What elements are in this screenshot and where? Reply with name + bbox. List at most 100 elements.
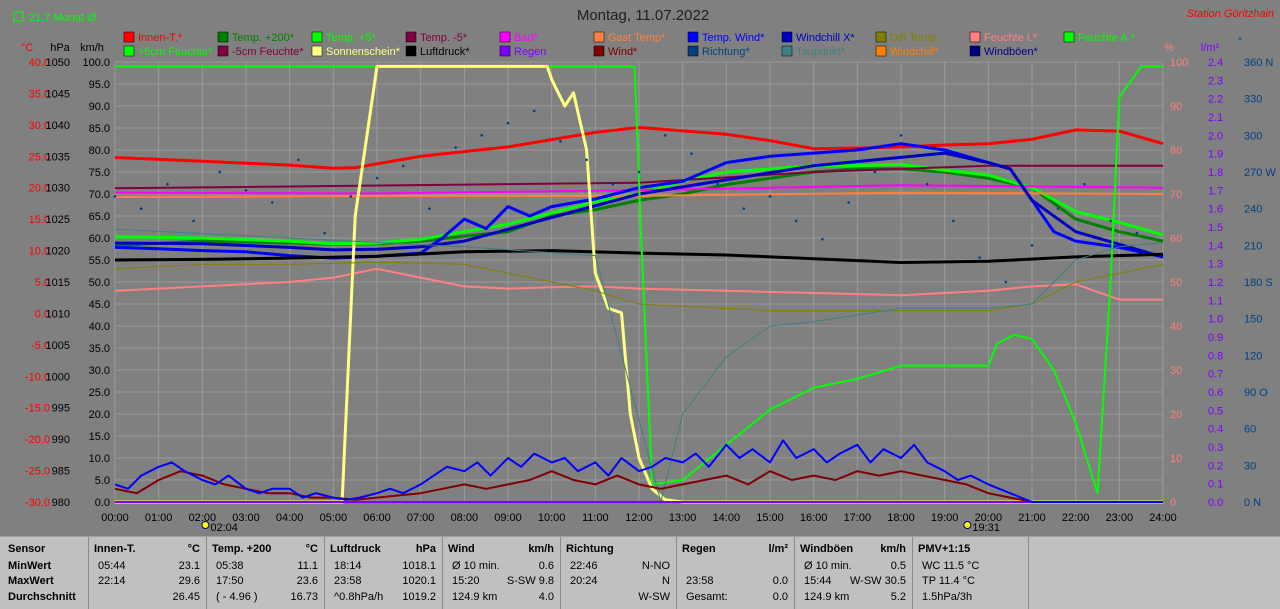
legend-label[interactable]: Regen xyxy=(514,46,546,58)
legend-label[interactable]: Feuchte A.* xyxy=(1078,32,1136,44)
legend-swatch[interactable] xyxy=(781,45,793,57)
legend-label[interactable]: +5cm Feuchte* xyxy=(138,46,213,58)
tick-temp: 25.0 xyxy=(29,151,50,163)
series-point xyxy=(978,256,981,259)
tick-wind: 90.0 xyxy=(89,101,110,113)
tick-wind: 55.0 xyxy=(89,255,110,267)
stats-cell-label: 23:58 xyxy=(686,575,714,587)
stats-row-label: Sensor xyxy=(8,543,46,555)
series-point xyxy=(244,189,248,192)
legend-label[interactable]: Windchill X* xyxy=(796,32,855,44)
legend-swatch[interactable] xyxy=(217,45,229,57)
series-point xyxy=(218,170,222,174)
legend-swatch[interactable] xyxy=(687,31,699,43)
monat-average-label: 21.7 Monat-Ø xyxy=(29,12,97,24)
tick-pressure: 980 xyxy=(52,497,70,509)
tick-rain: 2.4 xyxy=(1208,57,1223,69)
legend-label[interactable]: Windböen* xyxy=(984,46,1039,58)
tick-x: 10:00 xyxy=(538,512,566,524)
stats-row-label: MaxWert xyxy=(8,575,54,587)
legend-swatch[interactable] xyxy=(499,31,511,43)
tick-humidity: 0 xyxy=(1170,497,1176,509)
legend-label[interactable]: Taupunkt* xyxy=(796,46,846,58)
tick-direction: 300 xyxy=(1244,130,1262,142)
tick-direction: 90 O xyxy=(1244,387,1268,399)
monat-checkbox[interactable] xyxy=(13,11,24,22)
legend-label[interactable]: Luftdruck* xyxy=(420,46,470,58)
legend-label[interactable]: Temp. +5* xyxy=(326,32,377,44)
tick-direction: 240 xyxy=(1244,204,1262,216)
tick-rain: 0.8 xyxy=(1208,350,1223,362)
legend-label[interactable]: -5cm Feuchte* xyxy=(232,46,304,58)
legend-swatch[interactable] xyxy=(217,31,229,43)
legend-swatch[interactable] xyxy=(593,45,605,57)
legend-label[interactable]: Windchill* xyxy=(890,46,939,58)
stats-col-header: Richtung xyxy=(566,543,614,555)
tick-x: 15:00 xyxy=(756,512,784,524)
legend-label[interactable]: Temp. +200* xyxy=(232,32,295,44)
stats-cell-value: 23.6 xyxy=(296,575,318,587)
tick-wind: 65.0 xyxy=(89,211,110,223)
legend-swatch[interactable] xyxy=(405,45,417,57)
series-point xyxy=(899,134,903,137)
legend-label[interactable]: Innen-T.* xyxy=(138,32,183,44)
legend-swatch[interactable] xyxy=(593,31,605,43)
series-point xyxy=(506,121,510,125)
series-point xyxy=(716,182,719,186)
legend-swatch[interactable] xyxy=(875,31,887,43)
tick-direction: 120 xyxy=(1244,350,1262,362)
legend-swatch[interactable] xyxy=(969,31,981,43)
legend-swatch[interactable] xyxy=(969,45,981,57)
legend-label[interactable]: Temp. Wind* xyxy=(702,32,765,44)
legend-swatch[interactable] xyxy=(311,31,323,43)
legend-swatch[interactable] xyxy=(875,45,887,57)
chart-title: Montag, 11.07.2022 xyxy=(577,7,709,24)
legend-label[interactable]: Diff.Temp. xyxy=(890,32,939,44)
stats-cell-label: 1.5hPa/3h xyxy=(922,591,973,603)
tick-wind: 45.0 xyxy=(89,299,110,311)
tick-x: 02:00 xyxy=(189,512,217,524)
legend-label[interactable]: Bad* xyxy=(514,32,539,44)
legend-swatch[interactable] xyxy=(123,31,135,43)
legend-label[interactable]: Temp. -5* xyxy=(420,32,468,44)
tick-pressure: 1025 xyxy=(46,214,70,226)
series-point xyxy=(559,140,562,143)
legend-swatch[interactable] xyxy=(781,31,793,43)
series-point xyxy=(1109,219,1112,223)
legend-label[interactable]: Sonnenschein* xyxy=(326,46,401,58)
tick-direction: 210 xyxy=(1244,240,1262,252)
stats-col-header: Luftdruck xyxy=(330,543,381,555)
tick-rain: 1.2 xyxy=(1208,277,1223,289)
tick-wind: 80.0 xyxy=(89,145,110,157)
legend-label[interactable]: Gast Temp* xyxy=(608,32,666,44)
stats-col-header: Wind xyxy=(448,543,475,555)
legend-swatch[interactable] xyxy=(687,45,699,57)
legend-label[interactable]: Wind* xyxy=(608,46,638,58)
tick-x: 24:00 xyxy=(1149,512,1177,524)
legend-label[interactable]: Feuchte I.* xyxy=(984,32,1038,44)
tick-rain: 1.4 xyxy=(1208,240,1223,252)
series-line xyxy=(114,267,1163,301)
legend-swatch[interactable] xyxy=(123,45,135,57)
unit-direction: ° xyxy=(1238,36,1242,48)
tick-x: 11:00 xyxy=(582,512,609,524)
tick-pressure: 995 xyxy=(52,403,70,415)
tick-x: 04:00 xyxy=(276,512,304,524)
tick-x: 08:00 xyxy=(451,512,479,524)
legend-swatch[interactable] xyxy=(499,45,511,57)
tick-rain: 0.3 xyxy=(1208,442,1223,454)
stats-cell-label: Ø 10 min. xyxy=(452,560,500,572)
stats-cell-label: 22:46 xyxy=(570,560,598,572)
tick-wind: 30.0 xyxy=(89,365,110,377)
legend-label[interactable]: Richtung* xyxy=(702,46,750,58)
tick-rain: 2.1 xyxy=(1208,112,1223,124)
marker-label: 19:31 xyxy=(972,522,1000,534)
legend-swatch[interactable] xyxy=(405,31,417,43)
tick-rain: 1.3 xyxy=(1208,259,1223,271)
series-line xyxy=(114,151,1164,259)
legend-swatch[interactable] xyxy=(1063,31,1075,43)
series-point xyxy=(1135,231,1139,235)
legend-swatch[interactable] xyxy=(311,45,323,57)
series-point xyxy=(768,195,772,198)
stats-cell-label: 05:38 xyxy=(216,560,244,572)
